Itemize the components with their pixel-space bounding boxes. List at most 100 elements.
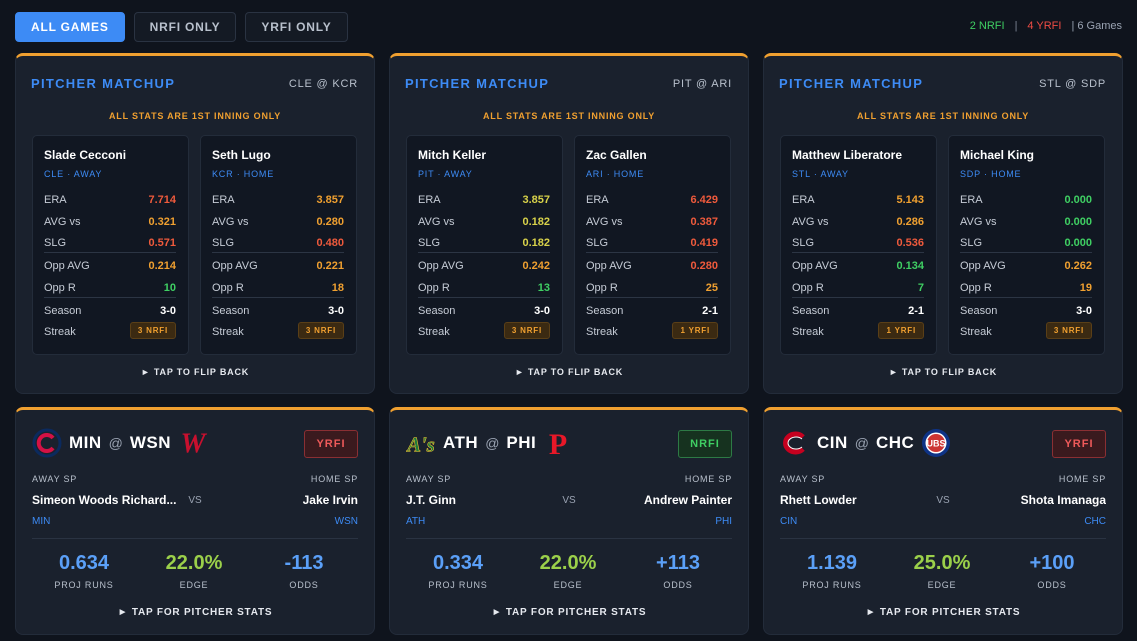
stat-value: 10 [163, 282, 176, 294]
stat-label: Opp AVG [960, 260, 1006, 272]
pitcher-stat-box: Slade Cecconi CLE · AWAY ERA 7.714 AVG v… [32, 135, 189, 355]
odds-label: ODDS [289, 580, 319, 590]
proj-runs-value: 1.139 [806, 552, 858, 574]
home-sp-label: HOME SP [1058, 474, 1106, 484]
away-sp-name: Simeon Woods Richard... [32, 493, 177, 507]
pitcher-stat-box: Seth Lugo KCR · HOME ERA 3.857 AVG vs 0.… [200, 135, 357, 355]
stat-row-streak: Streak [212, 324, 344, 340]
stat-label: SLG [212, 237, 235, 249]
matchup-title: PITCHER MATCHUP [405, 76, 550, 91]
stat-divider [44, 297, 176, 298]
pitcher-stat-box: Mitch Keller PIT · AWAY ERA 3.857 AVG vs… [406, 135, 563, 355]
stat-label: ERA [212, 194, 235, 206]
home-team-abbr: PHI [506, 433, 537, 452]
stat-value: 7.714 [148, 194, 176, 206]
stat-value: 0.536 [896, 237, 924, 249]
edge-metric: 22.0% EDGE [139, 552, 249, 590]
tap-to-flip-back-button[interactable]: ► TAP TO FLIP BACK [888, 367, 998, 377]
pitcher-team: CLE · AWAY [44, 169, 103, 179]
tap-for-pitcher-stats-button[interactable]: ► TAP FOR PITCHER STATS [117, 607, 273, 618]
filter-all-games-button[interactable]: ALL GAMES [15, 12, 125, 42]
game-card[interactable]: CIN @ CHC UBS YRFI AWAY SP HOME SP Rhett… [763, 407, 1123, 635]
streak-badge: 3 NRFI [503, 322, 550, 339]
away-sp-label: AWAY SP [32, 474, 78, 484]
game-divider [32, 538, 358, 539]
stat-label: SLG [960, 237, 983, 249]
stat-value: 0.214 [148, 260, 176, 272]
pitcher-name: Slade Cecconi [44, 148, 127, 162]
stat-label: Opp R [792, 282, 824, 294]
stat-row-avg: AVG vs 0.387 [586, 214, 718, 230]
stat-label: Opp R [418, 282, 450, 294]
game-divider [406, 538, 732, 539]
stat-value: 0.280 [690, 260, 718, 272]
pitcher-team: STL · AWAY [792, 169, 849, 179]
stat-label: AVG vs [586, 216, 623, 228]
pitcher-matchup-card[interactable]: PITCHER MATCHUP PIT @ ARI ALL STATS ARE … [389, 53, 749, 394]
stat-row-opp-r: Opp R 18 [212, 280, 344, 296]
tap-to-flip-back-button[interactable]: ► TAP TO FLIP BACK [140, 367, 250, 377]
stat-row-era: ERA 3.857 [212, 192, 344, 208]
svg-text:UBS: UBS [927, 439, 946, 449]
vs-label: VS [936, 495, 950, 506]
pitcher-matchup-card[interactable]: PITCHER MATCHUP STL @ SDP ALL STATS ARE … [763, 53, 1123, 394]
stat-label: Streak [212, 326, 244, 338]
vs-label: VS [188, 495, 202, 506]
first-inning-note: ALL STATS ARE 1ST INNING ONLY [856, 111, 1030, 121]
stat-label: ERA [792, 194, 815, 206]
stat-row-avg: AVG vs 0.000 [960, 214, 1092, 230]
stat-row-opp-r: Opp R 7 [792, 280, 924, 296]
home-team-logo-icon: UBS [921, 428, 951, 458]
away-sp-team: ATH [406, 516, 426, 527]
stat-divider [44, 252, 176, 253]
pitcher-name: Seth Lugo [212, 148, 271, 162]
pitcher-team: KCR · HOME [212, 169, 274, 179]
stat-row-opp-r: Opp R 10 [44, 280, 176, 296]
svg-text:W: W [181, 428, 208, 458]
stat-label: AVG vs [44, 216, 81, 228]
home-sp-label: HOME SP [310, 474, 358, 484]
stat-value: 0.387 [690, 216, 718, 228]
game-divider [780, 538, 1106, 539]
games-count: | 6 Games [1071, 20, 1122, 32]
stat-label: ERA [44, 194, 67, 206]
pitcher-matchup-card[interactable]: PITCHER MATCHUP CLE @ KCR ALL STATS ARE … [15, 53, 375, 394]
proj-runs-metric: 0.334 PROJ RUNS [403, 552, 513, 590]
stat-divider [418, 252, 550, 253]
stat-row-era: ERA 0.000 [960, 192, 1092, 208]
stat-row-streak: Streak [792, 324, 924, 340]
at-symbol: @ [485, 435, 500, 451]
stat-label: Season [212, 305, 250, 317]
stat-value: 0.321 [148, 216, 176, 228]
stat-value: 0.221 [316, 260, 344, 272]
at-symbol: @ [854, 435, 869, 451]
stat-row-avg: AVG vs 0.321 [44, 214, 176, 230]
stat-row-season: Season 3-0 [212, 303, 344, 319]
stat-divider [418, 297, 550, 298]
stat-row-avg: AVG vs 0.182 [418, 214, 550, 230]
stat-value: 3-0 [1076, 305, 1092, 317]
tap-for-pitcher-stats-button[interactable]: ► TAP FOR PITCHER STATS [491, 607, 647, 618]
stat-divider [960, 297, 1092, 298]
filter-nrfi-only-button[interactable]: NRFI ONLY [133, 12, 237, 42]
stat-value: 3-0 [534, 305, 550, 317]
away-sp-label: AWAY SP [406, 474, 452, 484]
matchup-game: CLE @ KCR [288, 78, 358, 90]
stat-value: 0.571 [148, 237, 176, 249]
stat-label: AVG vs [212, 216, 249, 228]
proj-runs-value: 0.634 [58, 552, 110, 574]
tap-for-pitcher-stats-button[interactable]: ► TAP FOR PITCHER STATS [865, 607, 1021, 618]
stat-label: ERA [418, 194, 441, 206]
pitcher-team: SDP · HOME [960, 169, 1022, 179]
stat-row-opp-avg: Opp AVG 0.134 [792, 258, 924, 274]
game-card[interactable]: MIN @ WSN W YRFI AWAY SP HOME SP Simeon … [15, 407, 375, 635]
stat-label: Opp AVG [44, 260, 90, 272]
stat-value: 3.857 [316, 194, 344, 206]
stat-row-opp-r: Opp R 13 [418, 280, 550, 296]
game-card[interactable]: A's ATH @ PHI P NRFI AWAY SP HOME SP J.T… [389, 407, 749, 635]
stat-row-season: Season 2-1 [792, 303, 924, 319]
tap-to-flip-back-button[interactable]: ► TAP TO FLIP BACK [514, 367, 624, 377]
stat-label: AVG vs [960, 216, 997, 228]
pick-badge: YRFI [1052, 430, 1106, 458]
filter-yrfi-only-button[interactable]: YRFI ONLY [245, 12, 348, 42]
